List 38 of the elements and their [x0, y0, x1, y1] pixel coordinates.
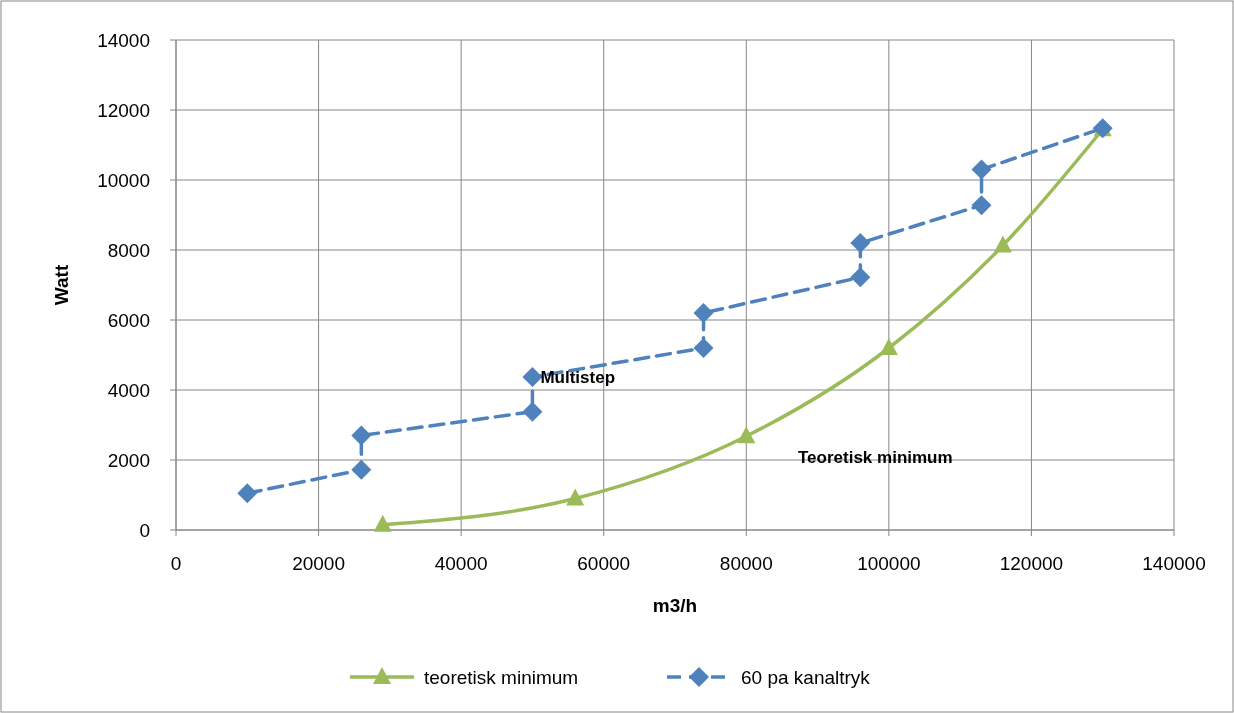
x-tick-label: 100000: [857, 553, 921, 574]
y-tick-label: 8000: [107, 239, 150, 261]
annotation: Teoretisk minimum: [798, 448, 953, 467]
x-tick-label: 0: [170, 553, 182, 574]
y-tick-label: 2000: [107, 449, 150, 471]
point: [693, 303, 714, 323]
x-tick-label: 20000: [292, 553, 345, 574]
legend-label: 60 pa kanaltryk: [741, 666, 871, 688]
x-tick-label: 60000: [577, 553, 631, 574]
point: [993, 235, 1012, 253]
point: [522, 367, 543, 388]
point: [351, 425, 372, 446]
point: [373, 514, 392, 532]
x-axis-title: m3/h: [652, 595, 698, 616]
point: [879, 338, 898, 355]
point: [351, 459, 372, 480]
y-tick-label: 0: [139, 519, 150, 541]
x-tick-label: 40000: [434, 553, 488, 574]
point: [850, 233, 871, 253]
x-tick-label: 140000: [1142, 553, 1206, 574]
x-tick-label: 80000: [719, 553, 773, 574]
y-tick-label: 10000: [97, 169, 150, 191]
point: [971, 159, 992, 180]
point: [737, 426, 756, 444]
y-axis-title: Watt: [51, 264, 72, 306]
y-tick-label: 4000: [107, 379, 150, 401]
point: [693, 338, 714, 358]
y-tick-label: 12000: [97, 99, 150, 121]
x-tick-label: 120000: [999, 553, 1064, 574]
y-tick-label: 14000: [97, 29, 150, 51]
point: [522, 401, 543, 422]
point: [971, 195, 992, 216]
point: [850, 267, 871, 288]
y-tick-label: 6000: [107, 309, 150, 331]
point: [566, 488, 585, 506]
annotation: Multistep: [540, 368, 616, 388]
point: [237, 483, 258, 504]
legend-label: teoretisk minimum: [424, 666, 579, 688]
